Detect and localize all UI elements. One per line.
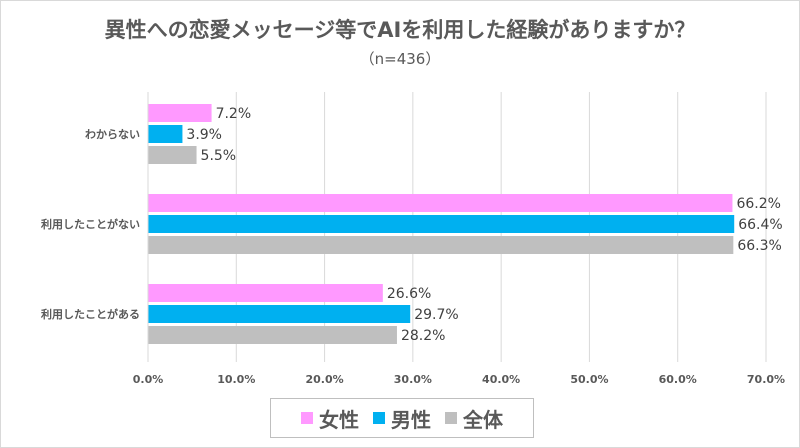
chart-title: 異性への恋愛メッセージ等でAIを利用した経験がありますか？ [104,18,696,42]
bar-女性 [148,194,733,212]
bar-全体 [148,146,197,164]
data-label: 66.3% [737,238,781,254]
x-tick-label: 30.0% [394,373,432,386]
bar-男性 [148,215,735,233]
chart-subtitle: （n=436） [359,50,441,68]
x-tick-label: 60.0% [659,373,697,386]
data-label: 3.9% [186,127,222,143]
data-label: 5.5% [201,148,237,164]
legend-swatch [373,412,385,424]
x-tick-label: 50.0% [570,373,608,386]
data-label: 28.2% [401,328,445,344]
legend: 女性 男性 全体 [270,398,534,438]
x-tick-label: 20.0% [305,373,343,386]
bar-女性 [148,284,383,302]
legend-label: 女性 [319,407,359,432]
legend-swatch [445,412,457,424]
legend-item: 女性 [301,404,359,433]
x-tick-label: 0.0% [133,373,164,386]
bar-全体 [148,236,734,254]
bar-全体 [148,326,397,344]
data-label: 29.7% [414,307,458,323]
x-tick-label: 10.0% [217,373,255,386]
legend-item: 男性 [373,404,431,433]
category-label: 利用したことがない [41,217,140,231]
legend-label: 男性 [391,407,431,432]
legend-label: 全体 [463,407,503,432]
bar-男性 [148,305,411,323]
data-label: 26.6% [387,286,431,302]
bar-男性 [148,125,183,143]
data-label: 66.4% [738,217,782,233]
bar-女性 [148,104,212,122]
legend-swatch [301,412,313,424]
legend-item: 全体 [445,404,503,433]
x-tick-label: 40.0% [482,373,520,386]
category-label: わからない [85,128,140,141]
data-label: 66.2% [736,196,780,212]
category-label: 利用したことがある [41,307,140,321]
data-label: 7.2% [216,106,252,122]
x-tick-label: 70.0% [747,373,785,386]
